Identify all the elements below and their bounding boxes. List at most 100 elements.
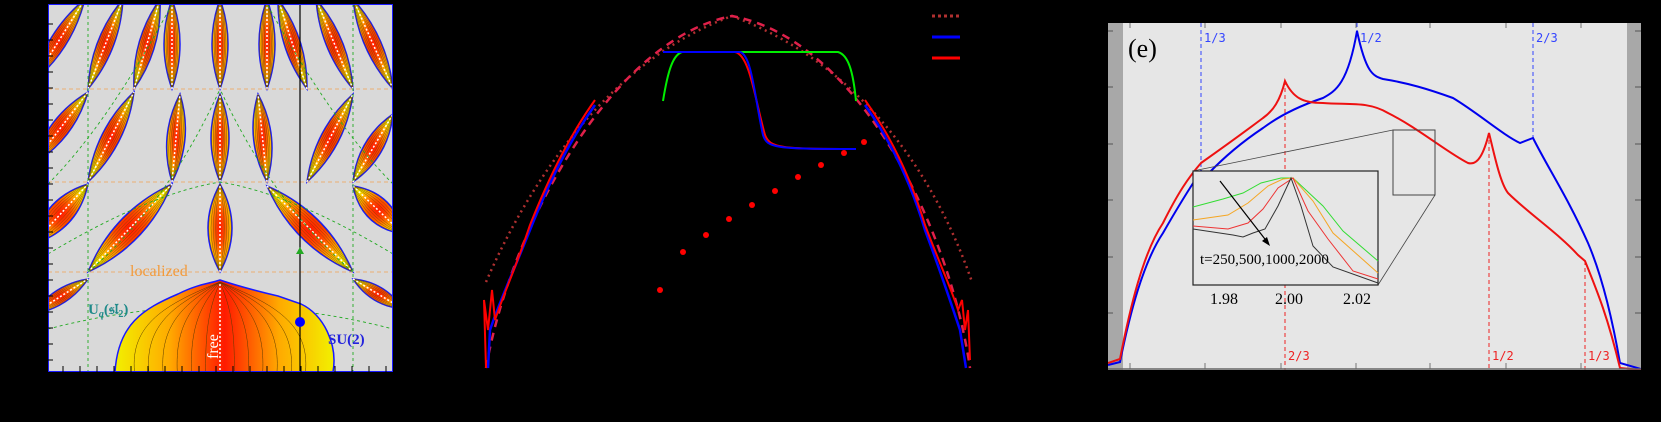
lens-contour: [87, 4, 123, 90]
lens-contour: [260, 4, 274, 90]
lens-center-line: [354, 4, 393, 90]
lens-center-line: [352, 113, 393, 183]
lens-contour: [352, 278, 393, 305]
lens-contour: [353, 4, 393, 90]
legend: [932, 14, 960, 60]
scatter-point: [726, 216, 732, 222]
green-guide-curve: [48, 181, 221, 255]
lens-center-line: [317, 4, 354, 90]
lens-contour: [354, 4, 393, 90]
lens-contour: [352, 185, 393, 231]
right-edge-band: [1627, 23, 1641, 370]
free-contour: [176, 281, 221, 372]
lens-center-line: [87, 4, 122, 90]
lens-contour: [352, 185, 393, 228]
scatter-point: [657, 287, 663, 293]
lens-contour: [208, 183, 232, 273]
dotted-envelope-curve: [484, 14, 974, 283]
inset-plot: t=250,500,1000,2000 1.98 2.00 2.02: [1192, 170, 1379, 308]
inset-series-t250: [1192, 177, 1379, 262]
green-guide-curve: [87, 88, 221, 273]
scatter-point: [680, 249, 686, 255]
lens-contour: [217, 4, 223, 90]
blue-data-curve: [486, 104, 968, 369]
zoom-region-box: [1392, 129, 1436, 196]
lens-contour: [87, 4, 123, 90]
red-marker-label-2-3: 2/3: [1288, 349, 1310, 363]
lens-contour: [87, 4, 123, 90]
lens-contour: [48, 4, 84, 65]
lens-center-line: [306, 93, 354, 183]
time-arrow-head: [1262, 237, 1270, 246]
lens-contour: [169, 4, 175, 90]
scatter-point: [795, 174, 801, 180]
lens-region: [211, 4, 229, 92]
inset-red-curve: [663, 51, 857, 150]
inset-annotation: t=250,500,1000,2000: [1200, 252, 1329, 268]
axis-ticks: [48, 23, 387, 372]
lens-contour: [215, 4, 225, 90]
inset-green-curve: [662, 51, 857, 102]
lens-center-line: [171, 93, 181, 183]
dashed-envelope-curve: [484, 14, 972, 369]
lens-region: [258, 4, 276, 92]
lens-contour: [87, 4, 122, 90]
inset-x-tick-1.98: 1.98: [1210, 291, 1238, 308]
lens-contour: [352, 278, 393, 308]
lens-contour: [133, 4, 160, 90]
lens-center-line: [266, 185, 354, 273]
free-region-contours: [133, 281, 307, 372]
blue-marker-label-1-3: 1/3: [1204, 31, 1226, 45]
lens-center-line: [87, 183, 173, 273]
lens-contour: [164, 4, 180, 90]
envelope-panel: [470, 0, 1030, 380]
inset-x-tick-2.00: 2.00: [1275, 291, 1303, 308]
scatter-point: [772, 188, 778, 194]
lens-contour: [316, 4, 354, 90]
free-contour: [219, 281, 249, 372]
uq-sl2-label: Uq(𝔰𝔩2): [88, 302, 128, 320]
lens-contour: [212, 4, 228, 90]
lens-contour: [133, 4, 161, 90]
zoom-connector-top: [1192, 129, 1394, 172]
lens-center-line: [352, 278, 393, 304]
blue-marker-label-1-2: 1/2: [1360, 31, 1382, 45]
scatter-point: [703, 232, 709, 238]
lens-contour: [277, 4, 308, 90]
lens-contour: [278, 4, 308, 90]
lens-contour: [264, 4, 270, 90]
spectrum-plot: 1/3 1/2 2/3 2/3 1/2 1/3 t=250,500,1000,2…: [1108, 23, 1641, 370]
envelope-plot: [483, 14, 974, 369]
lens-contour: [278, 4, 308, 90]
green-guide-curve: [48, 4, 173, 185]
scatter-points: [657, 139, 867, 293]
plot-frame: [48, 4, 393, 372]
lens-contour: [133, 4, 160, 90]
phase-diagram-panel: localized Uq(𝔰𝔩2) free SU(2): [48, 4, 393, 372]
lens-contour: [352, 185, 393, 232]
inset-plot: [662, 51, 857, 150]
lens-region: [163, 4, 181, 92]
lens-contour: [352, 185, 393, 230]
lens-contour: [354, 4, 393, 90]
lens-center-line: [87, 91, 135, 183]
left-edge-band: [1108, 23, 1123, 370]
free-contour: [219, 281, 235, 372]
lens-region: [315, 4, 354, 92]
inset-series-t2000: [1192, 176, 1379, 284]
free-contour: [133, 281, 221, 372]
lens-region: [352, 4, 393, 91]
scatter-point: [749, 202, 755, 208]
lens-contour: [167, 4, 177, 90]
lens-contour: [316, 4, 354, 90]
panel-label: (e): [1128, 34, 1157, 63]
lens-center-line: [48, 4, 83, 60]
free-contour: [219, 281, 278, 372]
lens-contour: [353, 4, 393, 90]
lens-contour: [259, 4, 275, 90]
free-label: free: [205, 334, 222, 359]
lens-center-line: [48, 278, 89, 306]
lens-center-line: [48, 183, 89, 229]
red-spectrum-curve: [1108, 78, 1641, 370]
lens-contour: [316, 4, 354, 90]
